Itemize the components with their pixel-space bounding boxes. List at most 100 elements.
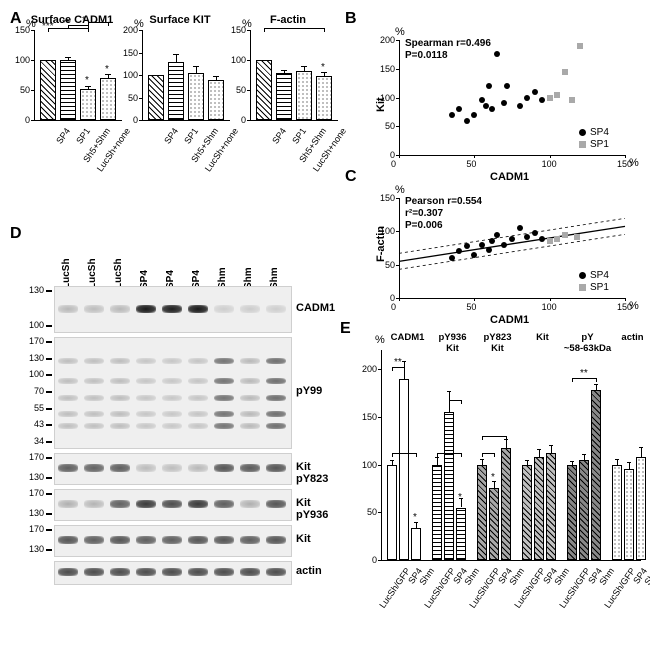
bar xyxy=(534,457,544,560)
blot-row-label: CADM1 xyxy=(296,302,335,314)
data-point xyxy=(539,236,545,242)
panel-d-blot: LucShLucShLucShSP4SP4SP4ShmShmShm130 100… xyxy=(18,238,338,638)
legend-item: SP1 xyxy=(579,282,609,293)
bar xyxy=(296,71,312,120)
bar xyxy=(522,465,532,560)
blot-row-label: Kit xyxy=(296,533,311,545)
data-point xyxy=(562,69,568,75)
mw-marker: 130 xyxy=(22,285,44,295)
bar xyxy=(276,73,292,120)
bar xyxy=(208,80,224,120)
mw-marker: 70 xyxy=(22,386,44,396)
data-point xyxy=(517,225,523,231)
bar xyxy=(100,78,116,120)
mw-marker: 130 xyxy=(22,353,44,363)
data-point xyxy=(554,236,560,242)
panel-b-scatter: 0 50 100 150 200 0 50 100 150% % Kit CAD… xyxy=(365,20,640,165)
bar xyxy=(567,465,577,560)
bar xyxy=(60,60,76,120)
panel-a-chart-title: Surface KIT xyxy=(130,14,230,26)
data-point xyxy=(489,238,495,244)
data-point xyxy=(524,234,530,240)
data-point xyxy=(574,234,580,240)
bar xyxy=(188,73,204,120)
mw-marker: 100 xyxy=(22,320,44,330)
bar xyxy=(411,528,421,560)
y-tick-label: 100 xyxy=(118,70,138,80)
y-tick-label: 50 xyxy=(375,121,395,131)
x-tick-label: 0 xyxy=(391,302,396,312)
bar xyxy=(456,508,466,561)
data-point xyxy=(517,103,523,109)
bar xyxy=(148,75,164,120)
mw-marker: 55 xyxy=(22,403,44,413)
y-tick-label: 150 xyxy=(357,412,377,422)
bar xyxy=(399,379,409,560)
data-point xyxy=(471,112,477,118)
panel-label-b: B xyxy=(345,10,357,28)
y-tick-label: 50 xyxy=(10,85,30,95)
group-label: Kit xyxy=(518,332,567,343)
y-tick-label: 0 xyxy=(118,115,138,125)
bar xyxy=(256,60,272,120)
data-point xyxy=(501,100,507,106)
data-point xyxy=(547,95,553,101)
mw-marker: 43 xyxy=(22,419,44,429)
mw-marker: 100 xyxy=(22,369,44,379)
group-label: pY936Kit xyxy=(428,332,477,354)
y-tick-label: 50 xyxy=(118,93,138,103)
group-label: pY823Kit xyxy=(473,332,522,354)
panel-label-c: C xyxy=(345,168,357,186)
data-point xyxy=(532,230,538,236)
bar xyxy=(636,457,646,560)
x-tick-label: 0 xyxy=(391,159,396,169)
bar xyxy=(501,448,511,560)
y-unit: % xyxy=(395,26,405,38)
data-point xyxy=(449,255,455,261)
data-point xyxy=(539,97,545,103)
group-label: pY~58-63kDa xyxy=(563,332,612,354)
blot-row-label: pY99 xyxy=(296,385,322,397)
blot-row-label: Kit pY936 xyxy=(296,497,338,521)
figure: A Surface CADM1%050100150SP4SP1Sh5+ShmLu… xyxy=(10,10,640,641)
legend-item: SP1 xyxy=(579,139,609,150)
bar xyxy=(477,465,487,560)
mw-marker: 130 xyxy=(22,508,44,518)
data-point xyxy=(494,232,500,238)
bar xyxy=(546,453,556,560)
mw-marker: 130 xyxy=(22,544,44,554)
y-tick-label: 150 xyxy=(118,48,138,58)
legend-item: SP4 xyxy=(579,127,609,138)
y-tick-label: 200 xyxy=(375,35,395,45)
y-tick-label: 200 xyxy=(357,364,377,374)
mw-marker: 130 xyxy=(22,472,44,482)
group-label: actin xyxy=(608,332,650,343)
x-tick-label: 50 xyxy=(466,302,476,312)
bar xyxy=(168,62,184,120)
mw-marker: 170 xyxy=(22,488,44,498)
blot-row-label: Kit pY823 xyxy=(296,461,338,485)
y-tick-label: 100 xyxy=(10,55,30,65)
data-point xyxy=(449,112,455,118)
blot-row-label: actin xyxy=(296,565,322,577)
y-tick-label: 100 xyxy=(357,460,377,470)
panel-a-chart-title: F-actin xyxy=(238,14,338,26)
mw-marker: 170 xyxy=(22,452,44,462)
y-tick-label: 150 xyxy=(375,64,395,74)
y-tick-label: 0 xyxy=(10,115,30,125)
bar xyxy=(40,60,56,120)
bar xyxy=(80,89,96,120)
blot-membrane xyxy=(54,337,292,449)
bar xyxy=(579,460,589,560)
x-axis-label: CADM1 xyxy=(490,314,529,326)
bar xyxy=(432,465,442,560)
data-point xyxy=(532,89,538,95)
legend-item: SP4 xyxy=(579,270,609,281)
x-unit: % xyxy=(629,157,639,169)
panel-a: Surface CADM1%050100150SP4SP1Sh5+ShmLucS… xyxy=(22,18,342,183)
data-point xyxy=(554,92,560,98)
y-tick-label: 0 xyxy=(226,115,246,125)
x-tick-label: 50 xyxy=(466,159,476,169)
lane-label: LucSh xyxy=(113,258,124,289)
mw-marker: 34 xyxy=(22,436,44,446)
